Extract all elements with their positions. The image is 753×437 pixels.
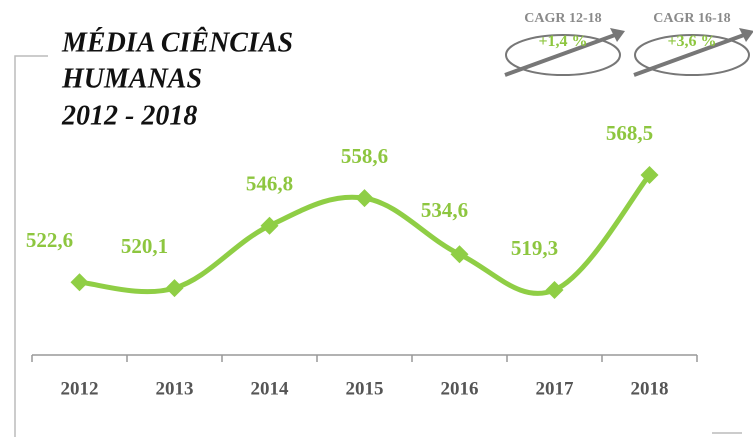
marker [355, 189, 374, 208]
marker [260, 216, 279, 235]
data-label: 558,6 [341, 144, 388, 168]
data-label: 568,5 [606, 121, 653, 145]
x-tick-label: 2012 [61, 378, 99, 399]
data-label: 519,3 [511, 236, 558, 260]
x-tick-label: 2017 [536, 378, 575, 399]
annotation-label: CAGR 12-18 [524, 11, 601, 26]
annotation-arrow [633, 33, 745, 77]
frame [14, 55, 742, 437]
annotation-value-box: +3,6 % [667, 33, 717, 50]
annotation-label: CAGR 16-18 [653, 11, 730, 26]
x-tick-label: 2014 [251, 378, 290, 399]
annotation-arrowhead [739, 28, 753, 42]
data-label: 546,8 [246, 172, 293, 196]
annotation-value: +3,6 % [667, 33, 717, 50]
data-label: 534,6 [421, 198, 468, 222]
annotation-arrowhead [610, 28, 625, 42]
annotation-value-box: +1,4 % [538, 33, 588, 50]
chart-title: 2012 - 2018 [61, 100, 197, 131]
annotation-ellipse [634, 34, 750, 76]
marker [165, 279, 184, 298]
chart-title: HUMANAS [61, 63, 202, 94]
x-tick-label: 2018 [631, 378, 669, 399]
marker [450, 245, 469, 264]
chart-title: MÉDIA CIÊNCIAS [61, 27, 293, 58]
marker [640, 166, 659, 184]
data-label: 522,6 [26, 228, 73, 252]
x-tick-label: 2015 [346, 378, 384, 399]
x-tick-label: 2013 [156, 378, 194, 399]
annotation-value: +1,4 % [538, 33, 588, 50]
x-tick-label: 2016 [441, 378, 479, 399]
data-label: 520,1 [121, 234, 168, 258]
annotation-ellipse [505, 34, 621, 76]
marker [70, 273, 89, 292]
annotation-arrow [504, 33, 616, 77]
marker [545, 281, 564, 299]
